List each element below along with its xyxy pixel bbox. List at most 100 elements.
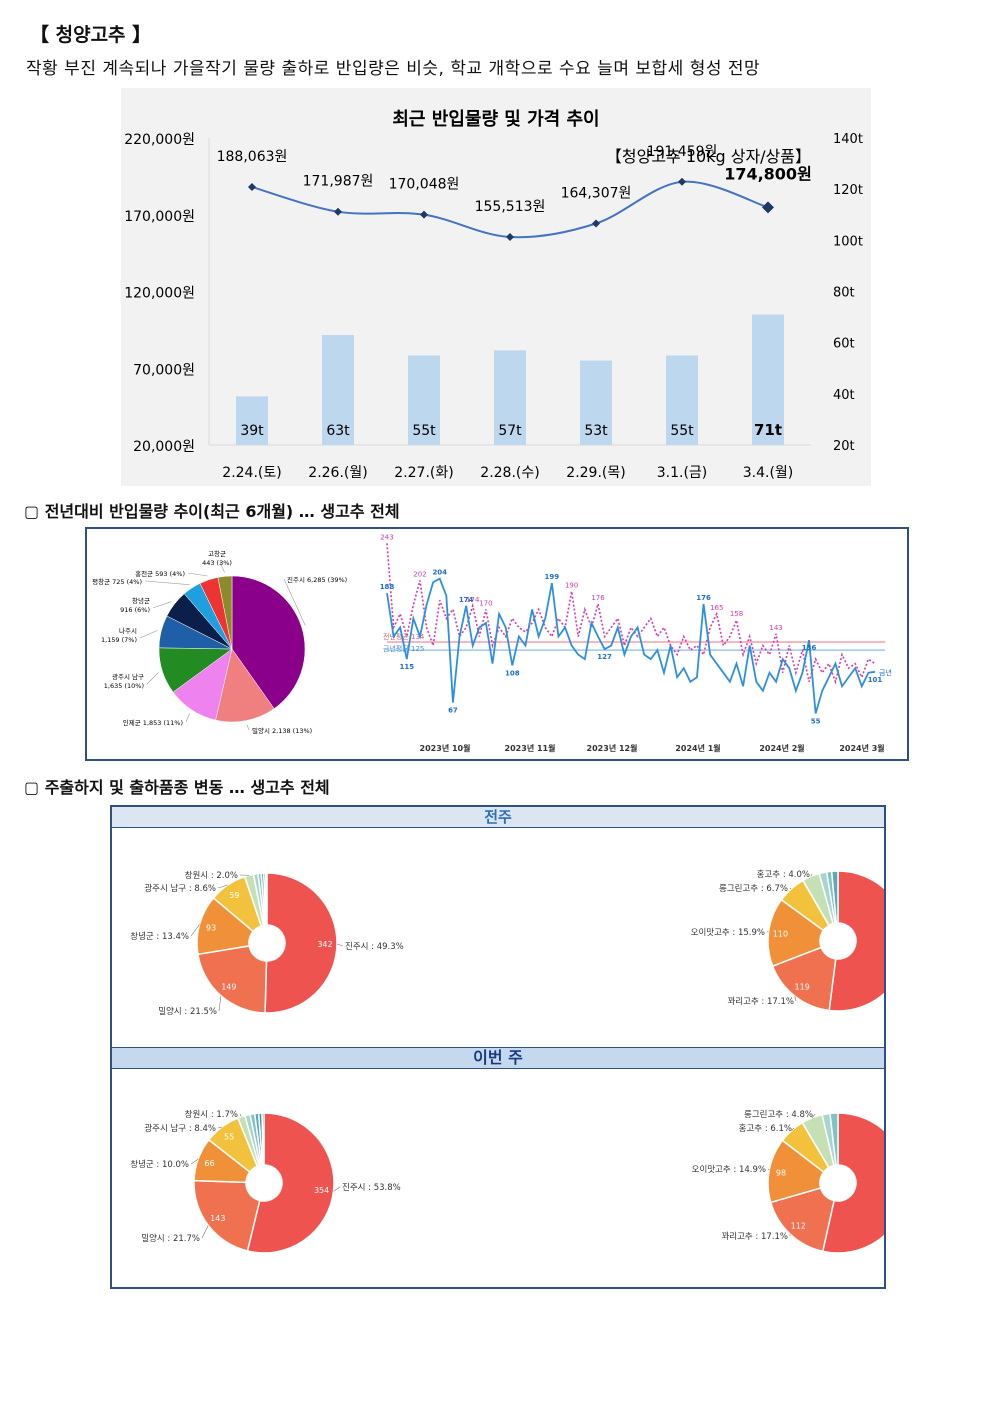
trend-point-label: 199	[545, 573, 560, 581]
trend-point-label: 202	[413, 570, 426, 578]
pie-leader	[187, 572, 208, 577]
price-label: 191,459원	[647, 144, 718, 160]
trend-point-label: 55	[811, 717, 821, 725]
donut-label: 홍고추 : 4.0%	[757, 869, 810, 880]
volume-label: 63t	[326, 423, 350, 439]
donut-leader	[239, 1113, 242, 1117]
volume-label: 55t	[412, 423, 436, 439]
price-marker	[248, 183, 256, 192]
donut-label: 광주시 남구 : 8.4%	[144, 1123, 216, 1134]
donut-leader	[217, 884, 228, 889]
price-label: 164,307원	[561, 185, 632, 201]
donut-value-label: 119	[795, 983, 810, 992]
price-marker	[762, 201, 774, 214]
donut-label: 창원시 : 2.0%	[185, 871, 238, 881]
price-marker	[506, 232, 514, 241]
donut-label: 창원시 : 1.7%	[185, 1110, 238, 1120]
trend-point-label: 101	[868, 676, 883, 684]
volume-bar	[322, 334, 354, 445]
trend-point-label: 115	[399, 663, 414, 671]
origin-variety-panel: 전주 342 진주시 : 49.3% 149 밀양시 : 21.5% 93 창녕군 : 1…	[110, 805, 886, 1289]
combo-chart-title: 최근 반입물량 및 가격 추이	[392, 108, 599, 130]
pie-label: 홍천군 593 (4%)	[135, 569, 185, 578]
volume-label: 39t	[240, 423, 264, 439]
donut-slice	[264, 872, 268, 926]
donut-slice	[769, 1187, 835, 1253]
donut-leader	[810, 873, 813, 877]
donut-label: 꽈리고추 : 17.1%	[721, 1232, 788, 1242]
volume-label: 55t	[670, 423, 694, 439]
trend-series-line	[386, 577, 876, 714]
price-marker	[678, 177, 686, 186]
right-tick-label: 140t	[833, 132, 863, 147]
price-label: 155,513원	[475, 199, 546, 215]
donut-label: 꽈리고추 : 17.1%	[727, 997, 794, 1007]
volume-trend-panel: 진주시 6,285 (39%) 밀양시 2,138 (13%) 인제군 1,853 …	[85, 527, 909, 761]
prev-week-header: 전주	[112, 807, 884, 828]
pie-slice	[215, 648, 275, 723]
section-heading-volume-trend: ▢ 전년대비 반입물량 추이(최근 6개월) … 생고추 전체	[24, 502, 400, 521]
left-tick-label: 220,000원	[124, 132, 195, 148]
donut-leader	[789, 887, 792, 890]
donut-slice	[246, 1112, 335, 1254]
left-tick-label: 170,000원	[124, 209, 195, 225]
volume-bar	[236, 396, 268, 445]
trend-point-label: 170	[479, 599, 492, 607]
pie-leader	[246, 724, 250, 731]
pie-slice	[231, 575, 306, 709]
trend-point-label: 174	[459, 596, 474, 604]
pie-label: 인제군 1,853 (11%)	[123, 718, 183, 727]
pie-label: 창녕군	[132, 597, 150, 605]
donut-slice	[771, 946, 837, 1012]
pie-label: 1,159 (7%)	[101, 636, 137, 644]
right-tick-label: 100t	[833, 234, 863, 249]
pie-leader	[139, 630, 158, 639]
trend-point-label: 190	[565, 581, 578, 589]
donut-label: 밀양시 : 21.7%	[141, 1233, 200, 1244]
pie-slice	[217, 575, 233, 650]
donut-leader	[767, 1168, 770, 1171]
pie-label: 진주시 6,285 (39%)	[287, 575, 347, 584]
donut-label: 진주시 : 49.3%	[345, 941, 404, 952]
last-year-average-label: 전년평균 134	[383, 632, 425, 641]
trend-x-tick: 2024년 2월	[759, 743, 804, 753]
donut-label: 오이맛고추 : 15.9%	[691, 927, 765, 938]
trend-point-label: 243	[380, 533, 393, 541]
price-marker	[420, 210, 428, 219]
combo-chart-subtitle: 【청양고추 10kg 상자/상품】	[606, 147, 811, 166]
donut-leader	[791, 1127, 795, 1131]
donut-label: 롱그린고추 : 6.7%	[719, 883, 788, 894]
left-tick-label: 120,000원	[124, 286, 195, 302]
donut-label: 창녕군 : 10.0%	[130, 1160, 189, 1170]
trend-x-tick: 2023년 11월	[505, 743, 556, 753]
donut-value-label: 55	[224, 1133, 234, 1142]
price-label: 188,063원	[217, 149, 288, 165]
donut-slice	[264, 872, 338, 1014]
left-tick-label: 70,000원	[133, 362, 195, 378]
donut-label: 진주시 : 53.8%	[342, 1182, 401, 1193]
donut-value-label: 354	[314, 1186, 329, 1195]
origin-pie-chart: 진주시 6,285 (39%) 밀양시 2,138 (13%) 인제군 1,853 …	[92, 550, 347, 735]
page-subtitle: 작황 부진 계속되나 가을작기 물량 출하로 반입량은 비슷, 학교 개학으로 …	[26, 59, 761, 79]
trend-x-tick: 2024년 1월	[675, 743, 720, 753]
prev-week-origin-donut: 342 진주시 : 49.3% 149 밀양시 : 21.5% 93 창녕군 : 13.4…	[130, 871, 404, 1017]
volume-label: 71t	[754, 421, 782, 439]
trend-point-label: 136	[802, 644, 817, 652]
trend-point-label: 127	[597, 653, 612, 661]
price-marker	[334, 207, 342, 216]
right-tick-label: 120t	[833, 183, 863, 198]
right-tick-label: 80t	[833, 286, 855, 301]
trend-point-label: 158	[730, 610, 743, 618]
combo-chart: 최근 반입물량 및 가격 추이 【청양고추 10kg 상자/상품】 220,000원…	[121, 88, 871, 486]
donut-value-label: 342	[317, 940, 332, 949]
donut-slice	[261, 1112, 265, 1166]
left-tick-label: 20,000원	[133, 439, 195, 455]
donut-leader	[336, 943, 344, 947]
trend-x-tick: 2023년 10월	[420, 743, 471, 753]
donut-label: 홍고추 : 6.1%	[739, 1123, 792, 1134]
pie-label: 1,635 (10%)	[104, 682, 144, 690]
pie-leader	[185, 713, 190, 723]
